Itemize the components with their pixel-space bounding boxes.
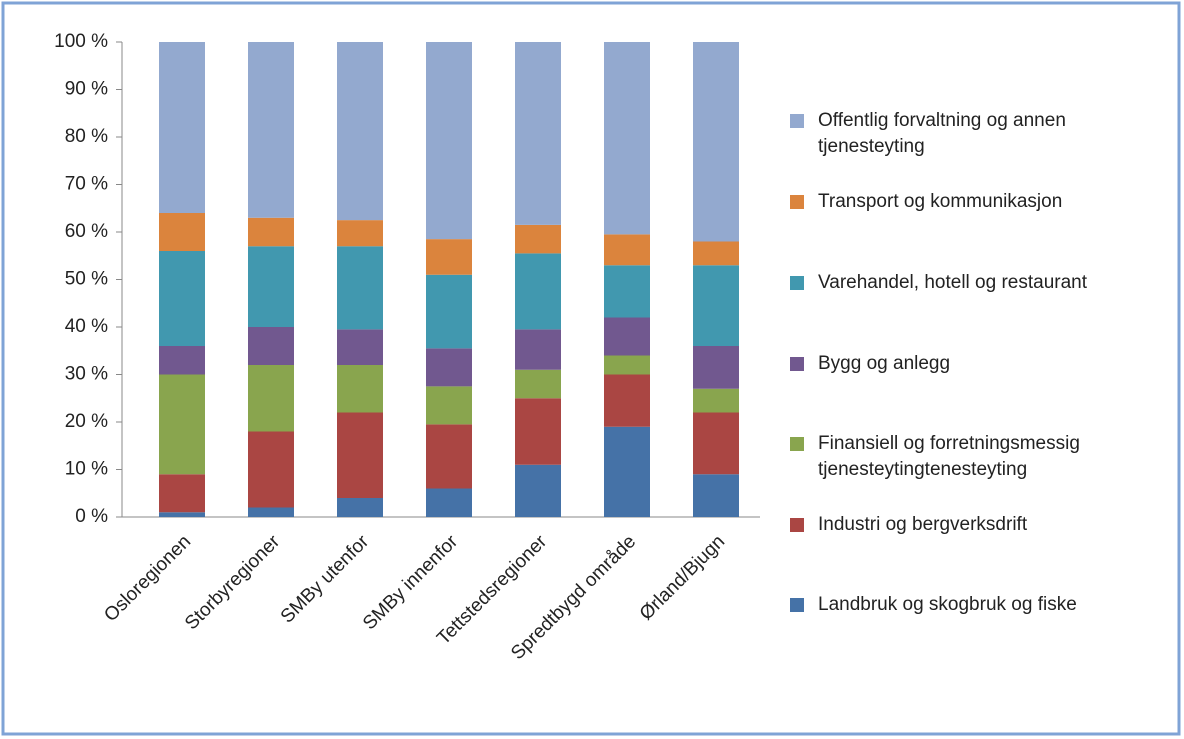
bar-segment	[604, 374, 650, 427]
legend-swatch	[790, 195, 804, 209]
y-tick-label: 100 %	[54, 31, 108, 52]
y-tick-label: 90 %	[65, 79, 108, 100]
legend-item: Varehandel, hotell og restaurant	[790, 270, 1170, 296]
legend-item: Transport og kommunikasjon	[790, 189, 1170, 215]
bar-segment	[693, 265, 739, 346]
y-tick-label: 30 %	[65, 364, 108, 385]
bar-segment	[426, 239, 472, 275]
bar-segment	[337, 365, 383, 413]
bar-segment	[159, 512, 205, 517]
bar-segment	[159, 251, 205, 346]
bar-segment	[604, 355, 650, 375]
x-tick-label: SMBy innenfor	[359, 531, 462, 634]
legend-item: Industri og bergverksdrift	[790, 512, 1170, 538]
bar-segment	[604, 265, 650, 318]
bar-segment	[159, 474, 205, 513]
bar-segment	[604, 317, 650, 356]
legend-item: Finansiell og forretningsmessig tjeneste…	[790, 431, 1170, 483]
legend-swatch	[790, 114, 804, 128]
bar-segment	[337, 246, 383, 330]
y-tick-label: 40 %	[65, 316, 108, 337]
bar-segment	[515, 329, 561, 370]
legend-swatch	[790, 598, 804, 612]
bar-segment	[159, 213, 205, 251]
x-tick-label: Storbyregioner	[181, 531, 284, 634]
x-tick-label: Osloregionen	[100, 531, 195, 626]
legend-label: Transport og kommunikasjon	[818, 191, 1063, 212]
y-tick-label: 50 %	[65, 269, 108, 290]
y-tick-label: 70 %	[65, 174, 108, 195]
legend-label: Finansiell og forretningsmessig tjeneste…	[818, 433, 1080, 480]
y-tick-label: 0 %	[75, 506, 108, 527]
bar-segment	[515, 253, 561, 330]
bar-segment	[426, 348, 472, 387]
bar-segment	[248, 365, 294, 432]
x-tick-label: SMBy utenfor	[277, 531, 374, 628]
bar-segment	[693, 412, 739, 475]
legend-swatch	[790, 437, 804, 451]
y-tick-label: 80 %	[65, 126, 108, 147]
bar-segment	[337, 412, 383, 498]
bar-segment	[693, 474, 739, 517]
bar-segment	[159, 374, 205, 475]
legend-label: Bygg og anlegg	[818, 353, 951, 374]
legend-swatch	[790, 276, 804, 290]
bar-segment	[159, 346, 205, 375]
legend-item: Offentlig forvaltning og annen tjenestey…	[790, 108, 1170, 160]
bar-segment	[515, 369, 561, 399]
bar-segment	[604, 426, 650, 517]
bar-segment	[159, 42, 205, 213]
bar-segment	[337, 329, 383, 365]
bar-segment	[604, 42, 650, 235]
legend-item: Landbruk og skogbruk og fiske	[790, 592, 1170, 618]
bar-segment	[515, 398, 561, 465]
legend-swatch	[790, 357, 804, 371]
legend-label: Industri og bergverksdrift	[818, 514, 1028, 535]
legend-label: Offentlig forvaltning og annen tjenestey…	[818, 110, 1066, 157]
bar-segment	[248, 431, 294, 508]
bar-segment	[693, 388, 739, 413]
bar-segment	[426, 488, 472, 517]
legend-swatch	[790, 518, 804, 532]
bar-segment	[248, 42, 294, 218]
bar-segment	[515, 224, 561, 254]
bar-segment	[426, 274, 472, 349]
legend-label: Landbruk og skogbruk og fiske	[818, 594, 1077, 615]
y-tick-label: 20 %	[65, 411, 108, 432]
bar-segment	[515, 42, 561, 225]
bar-segment	[693, 241, 739, 266]
y-tick-label: 10 %	[65, 459, 108, 480]
bar-segment	[248, 507, 294, 517]
bar-segment	[426, 42, 472, 240]
bar-segment	[248, 246, 294, 327]
y-tick-label: 60 %	[65, 221, 108, 242]
bar-segment	[248, 217, 294, 247]
bar-segment	[604, 234, 650, 266]
bar-segment	[337, 220, 383, 247]
bar-segment	[515, 464, 561, 517]
legend-label: Varehandel, hotell og restaurant	[818, 272, 1087, 293]
bar-segment	[337, 42, 383, 221]
bar-segment	[337, 498, 383, 517]
bar-segment	[426, 424, 472, 489]
bar-segment	[693, 42, 739, 242]
bar-segment	[248, 327, 294, 365]
x-tick-label: Ørland/Bjugn	[636, 531, 729, 624]
bar-segment	[693, 346, 739, 389]
legend-item: Bygg og anlegg	[790, 351, 1170, 377]
bar-segment	[426, 386, 472, 425]
